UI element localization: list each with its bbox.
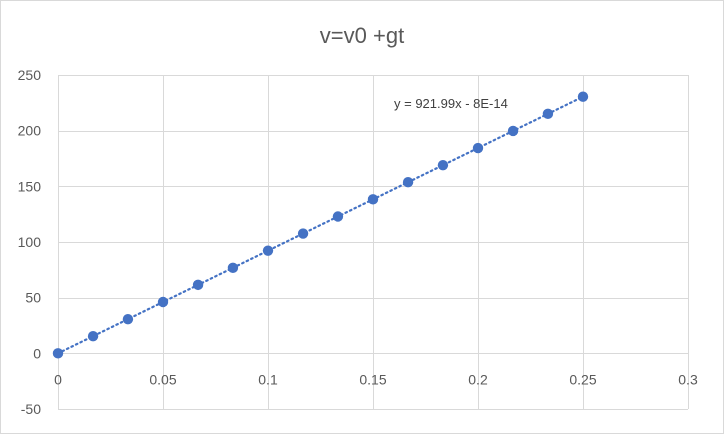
- y-tick-label: -50: [21, 401, 41, 417]
- data-point: [227, 262, 239, 274]
- data-point: [472, 142, 484, 154]
- y-tick-label: 100: [18, 234, 42, 250]
- data-point: [262, 245, 274, 256]
- data-point: [507, 125, 519, 137]
- x-tick-label: 0: [54, 371, 62, 387]
- y-tick-label: 150: [18, 178, 42, 194]
- x-tick-label: 0.05: [149, 371, 176, 387]
- data-point: [87, 330, 99, 342]
- data-point: [122, 313, 134, 325]
- data-point: [192, 279, 204, 291]
- y-tick-label: 250: [18, 67, 42, 83]
- data-point: [542, 108, 554, 120]
- x-tick-label: 0.25: [569, 371, 596, 387]
- trendline-equation: y = 921.99x - 8E-14: [394, 96, 508, 111]
- data-point: [332, 211, 344, 222]
- data-point: [402, 177, 414, 188]
- data-point: [367, 194, 379, 205]
- x-tick-label: 0.2: [468, 371, 488, 387]
- y-tick-label: 50: [25, 290, 41, 306]
- data-point: [297, 228, 309, 239]
- x-tick-label: 0.1: [258, 371, 278, 387]
- chart-title: v=v0 +gt: [320, 23, 404, 48]
- data-point: [577, 91, 589, 102]
- data-point: [437, 159, 449, 171]
- y-axis-labels: -50 0 50 100 150 200 250: [18, 67, 42, 417]
- gridlines: [58, 75, 689, 410]
- data-points: [52, 91, 589, 359]
- data-point: [157, 296, 169, 308]
- y-tick-label: 200: [18, 123, 42, 139]
- x-tick-label: 0.3: [678, 371, 698, 387]
- x-axis-labels: 0 0.05 0.1 0.15 0.2 0.25 0.3: [54, 371, 698, 387]
- trendline: [56, 95, 585, 355]
- data-point: [52, 348, 64, 359]
- y-tick-label: 0: [33, 345, 41, 361]
- x-tick-label: 0.15: [359, 371, 386, 387]
